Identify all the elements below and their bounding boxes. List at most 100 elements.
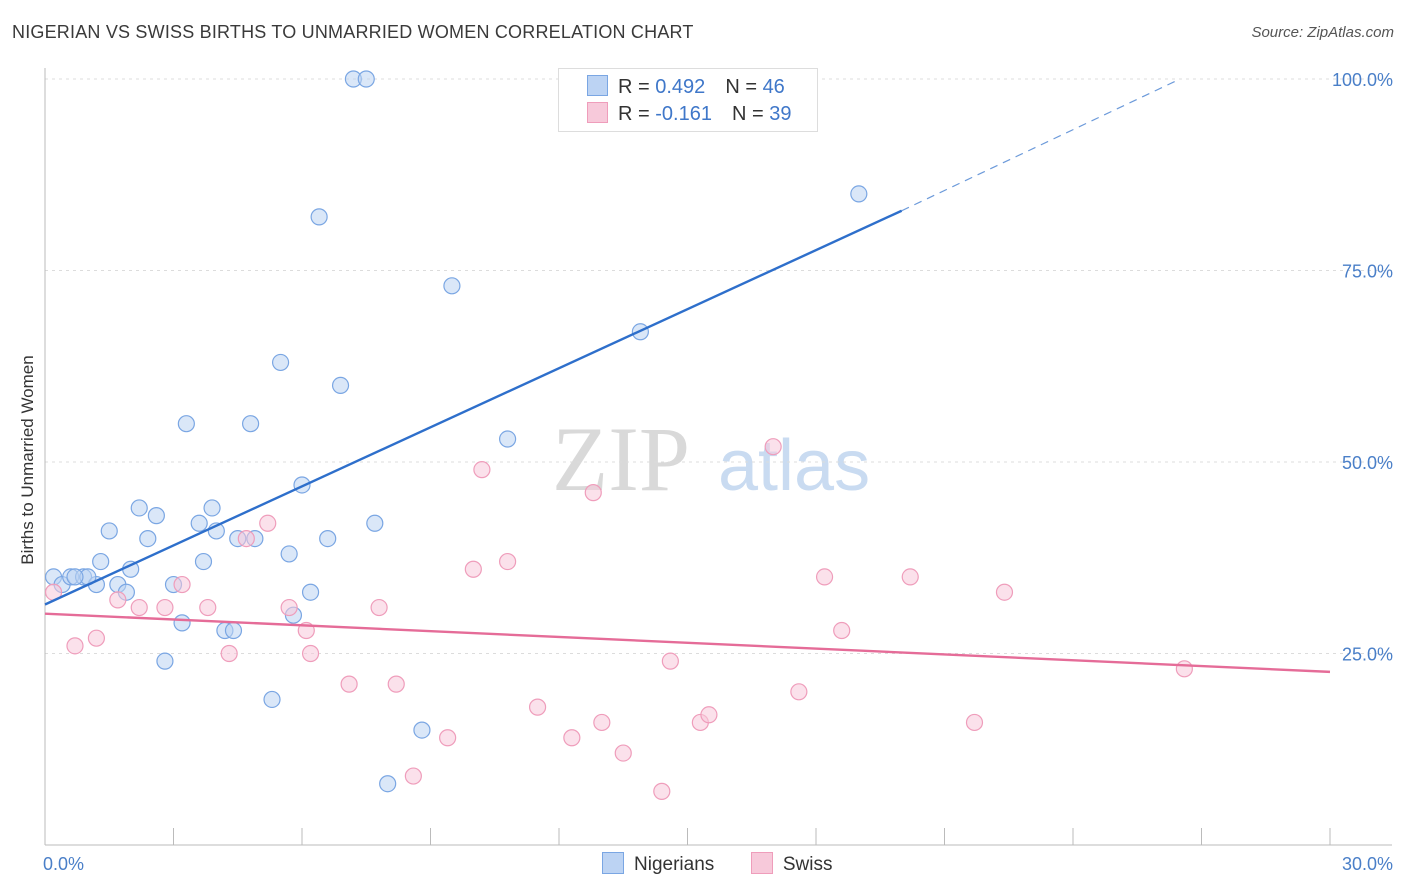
point-swiss-34 [833, 621, 851, 640]
point-swiss-21 [499, 552, 517, 571]
point-swiss-6 [173, 575, 191, 594]
legend-swatch-swiss [587, 102, 608, 123]
point-swiss-1 [66, 637, 84, 655]
trend-lines [44, 78, 1331, 674]
stats-row-swiss: R = -0.161 N = 39 [587, 102, 791, 126]
point-nigerians-34 [331, 376, 350, 394]
point-swiss-10 [259, 514, 277, 532]
bottom-legend-label-nigerians: Nigerians [634, 854, 715, 875]
point-swiss-26 [614, 744, 632, 762]
point-nigerians-13 [156, 652, 174, 670]
trend-extension-nigerians [901, 78, 1181, 212]
point-swiss-12 [301, 644, 320, 663]
legend-swatch-nigerians [587, 75, 608, 96]
source-label: Source: ZipAtlas.com [1251, 24, 1394, 41]
point-nigerians-12 [147, 507, 165, 525]
point-swiss-28 [661, 652, 679, 670]
x-tick-label-0: 0.0% [43, 854, 84, 874]
y-tick-label-1: 50.0% [1342, 453, 1393, 473]
point-swiss-3 [109, 591, 127, 609]
point-nigerians-6 [100, 522, 118, 540]
stats-r-value-swiss: -0.161 [655, 103, 712, 125]
point-swiss-8 [220, 644, 238, 663]
point-nigerians-31 [301, 583, 320, 601]
stats-r-label-nigerians: R = [618, 76, 656, 98]
grid-lines [45, 78, 1392, 654]
bottom-legend: Nigerians Swiss [602, 852, 832, 876]
point-swiss-7 [199, 598, 217, 617]
point-nigerians-19 [203, 499, 221, 517]
point-swiss-36 [965, 713, 984, 732]
tick-labels: 25.0% 50.0% 75.0% 100.0% 0.0% 30.0% [43, 70, 1393, 874]
point-nigerians-33 [319, 529, 337, 548]
y-tick-label-3: 100.0% [1332, 70, 1393, 90]
point-nigerians-28 [280, 545, 298, 563]
point-nigerians-45 [66, 568, 84, 586]
point-nigerians-17 [190, 514, 208, 532]
point-nigerians-27 [271, 353, 290, 372]
stats-n-label-nigerians: N = [725, 76, 763, 98]
point-swiss-2 [87, 629, 106, 647]
point-swiss-37 [995, 583, 1014, 601]
y-tick-label-2: 75.0% [1342, 262, 1393, 282]
stats-n-value-swiss: 39 [769, 103, 792, 125]
point-nigerians-11 [139, 529, 157, 548]
point-swiss-32 [790, 683, 808, 701]
point-nigerians-5 [92, 552, 110, 571]
point-nigerians-43 [850, 185, 868, 203]
point-nigerians-18 [194, 552, 213, 571]
point-nigerians-38 [379, 775, 397, 793]
point-swiss-24 [584, 484, 602, 502]
point-swiss-11 [280, 598, 298, 617]
point-nigerians-39 [413, 721, 431, 739]
point-swiss-23 [563, 729, 581, 747]
point-swiss-20 [473, 461, 491, 479]
stats-n-value-nigerians: 46 [762, 76, 785, 98]
point-nigerians-32 [310, 208, 328, 226]
point-swiss-5 [156, 598, 174, 617]
watermark-atlas: atlas [718, 426, 870, 506]
stats-r-value-nigerians: 0.492 [655, 76, 706, 98]
point-swiss-38 [1175, 660, 1193, 678]
point-swiss-15 [370, 598, 388, 617]
point-nigerians-16 [177, 415, 195, 433]
point-swiss-4 [130, 598, 148, 617]
point-swiss-27 [653, 782, 671, 800]
point-swiss-9 [237, 529, 255, 548]
y-tick-label-0: 25.0% [1342, 645, 1393, 665]
point-nigerians-22 [224, 621, 243, 640]
point-swiss-14 [340, 675, 358, 693]
point-swiss-16 [387, 675, 405, 693]
point-nigerians-37 [366, 514, 384, 532]
x-tick-label-1: 30.0% [1342, 854, 1393, 874]
point-swiss-19 [464, 560, 482, 578]
stats-r-label-swiss: R = [618, 103, 656, 125]
bottom-legend-swatch-swiss [750, 852, 773, 874]
axes [44, 68, 1392, 846]
point-nigerians-26 [263, 690, 281, 709]
stats-row-nigerians: R = 0.492 N = 46 [587, 75, 785, 99]
point-nigerians-40 [443, 277, 461, 295]
trend-line-nigerians [44, 209, 903, 606]
point-nigerians-24 [242, 415, 260, 433]
bottom-legend-label-swiss: Swiss [782, 854, 833, 875]
point-swiss-18 [439, 729, 457, 747]
bottom-legend-swatch-nigerians [602, 852, 624, 874]
point-swiss-25 [593, 713, 611, 732]
stats-n-label-swiss: N = [731, 103, 770, 125]
data-points [44, 70, 1193, 800]
point-nigerians-15 [173, 614, 191, 632]
point-swiss-30 [700, 706, 718, 724]
trend-line-swiss [44, 612, 1331, 674]
point-nigerians-41 [499, 430, 517, 448]
chart-title: NIGERIAN VS SWISS BIRTHS TO UNMARRIED WO… [12, 22, 694, 42]
point-nigerians-10 [130, 499, 148, 517]
watermark-zip: ZIP [552, 408, 690, 510]
point-swiss-33 [815, 568, 834, 586]
point-swiss-31 [764, 438, 782, 456]
point-swiss-35 [901, 568, 919, 586]
stats-legend: R = 0.492 N = 46 R = -0.161 N = 39 [558, 68, 818, 132]
point-nigerians-36 [357, 70, 375, 88]
point-swiss-22 [528, 698, 547, 716]
